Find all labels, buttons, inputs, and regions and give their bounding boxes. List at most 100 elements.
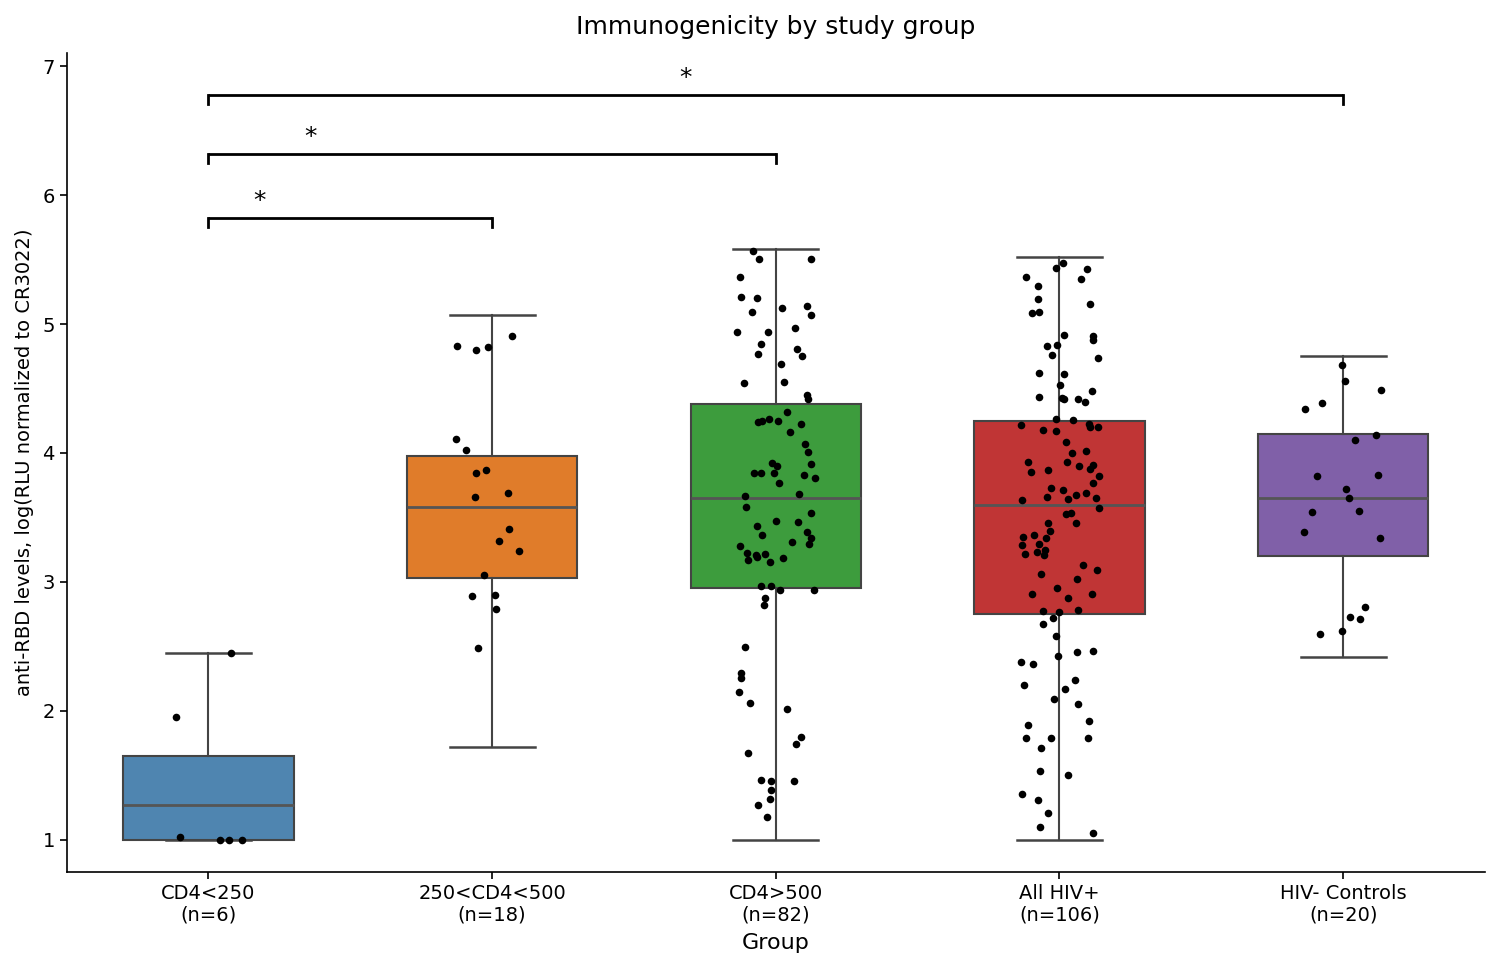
Point xyxy=(1330,623,1354,639)
Point xyxy=(209,832,232,847)
Point xyxy=(1338,491,1362,506)
Point xyxy=(796,444,820,460)
Point xyxy=(1016,454,1040,469)
Point xyxy=(444,432,468,447)
Point xyxy=(1053,367,1077,382)
Point xyxy=(748,336,772,351)
Point xyxy=(1086,420,1110,436)
Point xyxy=(1082,475,1106,491)
Point xyxy=(1032,603,1056,619)
Point xyxy=(732,375,756,390)
Point xyxy=(795,524,819,539)
Point xyxy=(1334,481,1358,497)
Point xyxy=(750,527,774,542)
Point xyxy=(1053,327,1077,343)
Point xyxy=(744,290,768,306)
Point xyxy=(464,466,488,481)
Point xyxy=(1032,542,1056,558)
Point xyxy=(744,549,768,564)
Point xyxy=(801,582,825,597)
PathPatch shape xyxy=(690,404,861,589)
Point xyxy=(483,588,507,603)
Point xyxy=(1028,819,1051,834)
Point xyxy=(1082,644,1106,659)
Point xyxy=(1088,469,1112,484)
Point xyxy=(1040,731,1064,746)
Point xyxy=(1066,391,1090,407)
Point xyxy=(1020,656,1044,672)
Point xyxy=(1053,391,1077,407)
Point xyxy=(488,533,512,549)
Point xyxy=(1044,338,1068,353)
Point xyxy=(741,244,765,259)
Point xyxy=(1036,805,1060,821)
Text: *: * xyxy=(680,66,692,89)
Point xyxy=(1059,505,1083,521)
Title: Immunogenicity by study group: Immunogenicity by study group xyxy=(576,15,975,39)
Point xyxy=(1044,411,1068,427)
X-axis label: Group: Group xyxy=(742,933,810,953)
Point xyxy=(758,410,782,426)
Point xyxy=(1071,558,1095,573)
Point xyxy=(1052,482,1076,498)
Point xyxy=(1036,463,1060,478)
Point xyxy=(795,298,819,314)
Point xyxy=(1030,422,1054,438)
Point xyxy=(1074,443,1098,459)
Point xyxy=(1014,269,1038,285)
Point xyxy=(1036,515,1060,530)
Point xyxy=(1046,580,1070,595)
Point xyxy=(756,324,780,340)
Point xyxy=(1026,793,1050,808)
Point xyxy=(789,416,813,432)
Point xyxy=(1293,402,1317,417)
Point xyxy=(464,343,488,358)
Point xyxy=(1035,490,1059,505)
Point xyxy=(164,710,188,725)
Point xyxy=(1010,493,1034,508)
Point xyxy=(758,555,782,570)
Point xyxy=(507,543,531,559)
Point xyxy=(466,640,490,655)
Point xyxy=(1338,609,1362,624)
Point xyxy=(1053,506,1077,522)
Point xyxy=(748,771,772,787)
Point xyxy=(741,466,765,481)
Y-axis label: anti-RBD levels, log(RLU normalized to CR3022): anti-RBD levels, log(RLU normalized to C… xyxy=(15,228,34,696)
Point xyxy=(1010,654,1034,670)
Point xyxy=(729,665,753,681)
Point xyxy=(734,488,758,503)
Point xyxy=(1068,459,1092,474)
Point xyxy=(759,783,783,799)
Text: *: * xyxy=(304,125,316,149)
Point xyxy=(735,499,759,515)
Point xyxy=(1034,529,1058,545)
Point xyxy=(1054,454,1078,469)
Point xyxy=(1028,366,1051,381)
Point xyxy=(477,339,501,354)
Point xyxy=(446,338,470,353)
Point xyxy=(1064,487,1088,502)
Point xyxy=(768,356,792,372)
Point xyxy=(1080,328,1104,344)
Point xyxy=(1074,486,1098,501)
Point xyxy=(1084,491,1108,506)
Point xyxy=(1342,432,1366,447)
Point xyxy=(740,304,764,319)
Point xyxy=(1086,350,1110,366)
Point xyxy=(1035,339,1059,354)
Point xyxy=(1052,255,1076,270)
Point xyxy=(1011,529,1035,545)
Point xyxy=(750,413,774,429)
Point xyxy=(732,639,756,654)
Point xyxy=(1020,586,1044,601)
Point xyxy=(1064,515,1088,530)
Point xyxy=(1010,786,1034,802)
Point xyxy=(1056,491,1080,506)
Point xyxy=(786,514,810,529)
Point xyxy=(1047,605,1071,620)
Point xyxy=(1064,672,1088,687)
Point xyxy=(1330,357,1354,373)
Point xyxy=(1022,528,1046,543)
Point xyxy=(1080,587,1104,602)
